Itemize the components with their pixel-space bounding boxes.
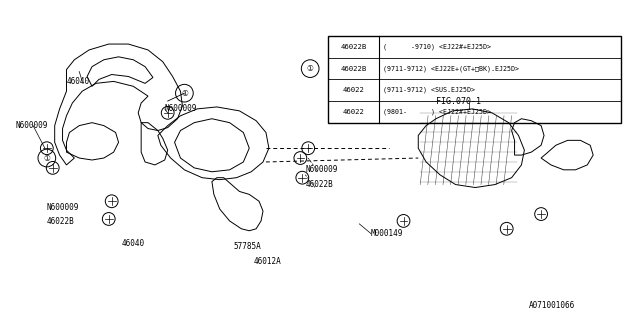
Text: 46022B: 46022B	[47, 217, 75, 227]
Text: (      -9710) <EJ22#+EJ25D>: ( -9710) <EJ22#+EJ25D>	[383, 44, 491, 50]
Text: 46012A: 46012A	[253, 257, 281, 266]
Text: ①: ①	[44, 154, 51, 163]
Text: N600009: N600009	[305, 165, 338, 174]
Text: N600009: N600009	[164, 104, 197, 113]
Text: ①: ①	[181, 89, 188, 98]
Text: (9711-9712) <EJ22E+(GT+□BK).EJ25D>: (9711-9712) <EJ22E+(GT+□BK).EJ25D>	[383, 65, 519, 72]
Text: 46022: 46022	[342, 109, 364, 115]
Text: (9711-9712) <SUS.EJ25D>: (9711-9712) <SUS.EJ25D>	[383, 87, 475, 93]
Bar	[328, 36, 621, 123]
Text: A071001066: A071001066	[529, 301, 575, 310]
Text: (9801-      ) <EJ22#+EJ25D>: (9801- ) <EJ22#+EJ25D>	[383, 108, 491, 115]
Text: ①: ①	[307, 64, 314, 73]
Text: M000149: M000149	[371, 229, 403, 238]
Text: 46040: 46040	[67, 77, 90, 86]
Text: 46022B: 46022B	[305, 180, 333, 189]
Text: N600009: N600009	[15, 121, 48, 130]
Text: FIG.070-1: FIG.070-1	[436, 97, 481, 106]
Text: 46040: 46040	[122, 239, 145, 248]
Text: N600009: N600009	[47, 203, 79, 212]
Text: 46022: 46022	[342, 87, 364, 93]
Text: 46022B: 46022B	[340, 66, 367, 72]
Text: 57785A: 57785A	[234, 242, 261, 251]
Text: 46022B: 46022B	[340, 44, 367, 50]
